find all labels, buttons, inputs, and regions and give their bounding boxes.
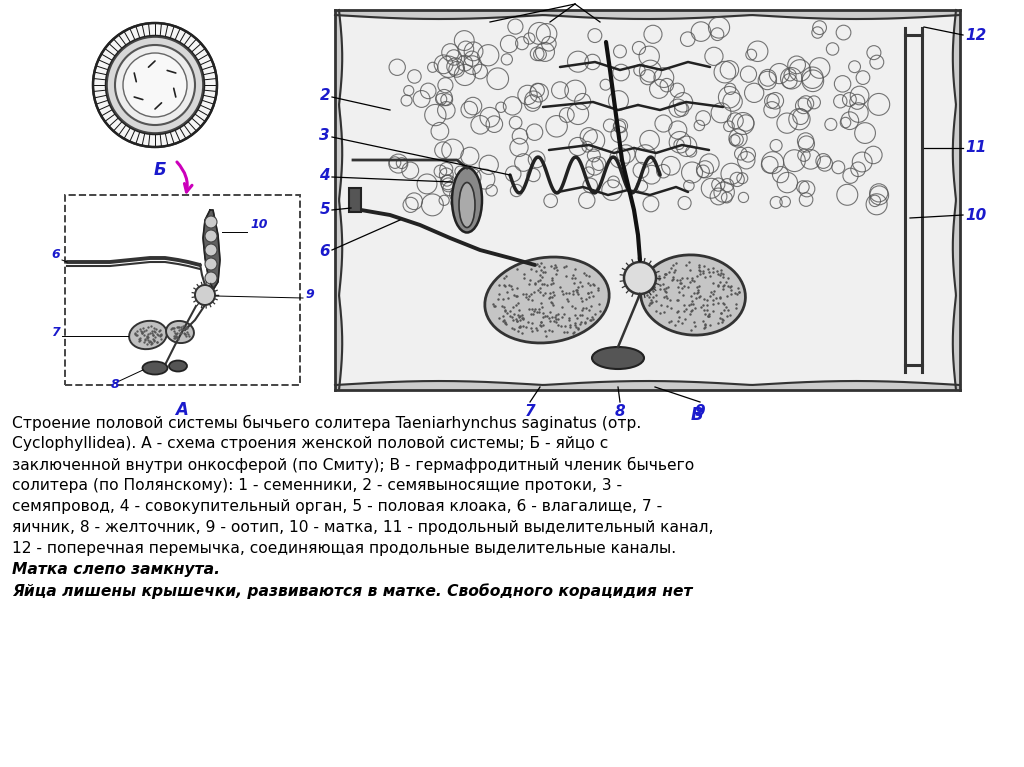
Text: 12: 12: [965, 28, 986, 42]
Text: 7: 7: [51, 326, 60, 339]
Text: 5: 5: [319, 202, 330, 218]
Circle shape: [115, 45, 195, 125]
Text: 4: 4: [319, 167, 330, 183]
Text: 7: 7: [524, 404, 536, 419]
Ellipse shape: [641, 255, 745, 335]
Text: 9: 9: [694, 404, 706, 419]
Text: семяпровод, 4 - совокупительный орган, 5 - половая клоака, 6 - влагалище, 7 -: семяпровод, 4 - совокупительный орган, 5…: [12, 499, 663, 514]
Text: Cyclophyllidea). А - схема строения женской половой системы; Б - яйцо с: Cyclophyllidea). А - схема строения женс…: [12, 436, 608, 451]
Circle shape: [205, 244, 217, 256]
Circle shape: [106, 37, 203, 133]
Ellipse shape: [169, 360, 187, 371]
Text: 12 - поперечная перемычка, соединяющая продольные выделительные каналы.: 12 - поперечная перемычка, соединяющая п…: [12, 541, 676, 556]
Text: 6: 6: [51, 248, 60, 261]
Ellipse shape: [142, 361, 168, 374]
Bar: [349, 188, 361, 212]
Circle shape: [205, 230, 217, 242]
Text: 10: 10: [965, 208, 986, 222]
Text: солитера (по Полянскому): 1 - семенники, 2 - семявыносящие протоки, 3 -: солитера (по Полянскому): 1 - семенники,…: [12, 478, 623, 493]
Circle shape: [195, 285, 215, 305]
Text: Матка слепо замкнута.: Матка слепо замкнута.: [12, 562, 220, 577]
Ellipse shape: [592, 347, 644, 369]
Text: Строение половой системы бычьего солитера Taeniarhynchus saginatus (отр.: Строение половой системы бычьего солитер…: [12, 415, 641, 431]
Text: 8: 8: [111, 378, 120, 391]
Text: 1: 1: [569, 0, 581, 2]
Text: 9: 9: [305, 288, 313, 301]
Text: 3: 3: [319, 127, 330, 143]
Text: 2: 2: [319, 87, 330, 103]
Text: 6: 6: [319, 245, 330, 259]
Circle shape: [205, 258, 217, 270]
Ellipse shape: [452, 167, 482, 232]
Bar: [65, 195, 300, 385]
Text: 10: 10: [250, 218, 267, 231]
Circle shape: [123, 53, 187, 117]
Circle shape: [93, 23, 217, 147]
Circle shape: [205, 216, 217, 228]
Text: А: А: [175, 401, 188, 419]
Text: Яйца лишены крышечки, развиваются в матке. Свободного корацидия нет: Яйца лишены крышечки, развиваются в матк…: [12, 583, 692, 599]
Text: яичник, 8 - желточник, 9 - оотип, 10 - матка, 11 - продольный выделительный кана: яичник, 8 - желточник, 9 - оотип, 10 - м…: [12, 520, 714, 535]
Circle shape: [624, 262, 656, 294]
Text: 11: 11: [965, 140, 986, 156]
Circle shape: [205, 272, 217, 284]
Ellipse shape: [166, 321, 194, 343]
Text: Б: Б: [154, 161, 166, 179]
Ellipse shape: [129, 321, 167, 349]
Bar: [335, 10, 961, 390]
Text: В: В: [690, 406, 703, 424]
Ellipse shape: [484, 257, 609, 343]
Polygon shape: [203, 210, 220, 290]
Ellipse shape: [459, 183, 475, 228]
Text: 8: 8: [614, 404, 626, 419]
Text: заключенной внутри онкосферой (по Смиту); В - гермафродитный членик бычьего: заключенной внутри онкосферой (по Смиту)…: [12, 457, 694, 473]
